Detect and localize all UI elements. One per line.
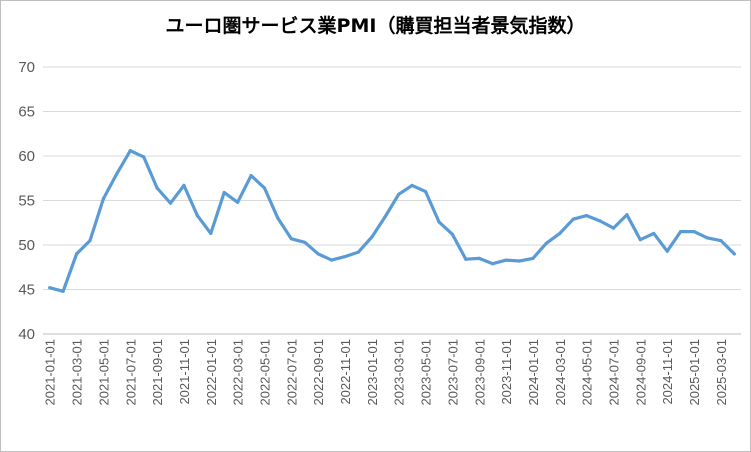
data-point xyxy=(343,254,347,259)
x-tick-label: 2021-01-01 xyxy=(43,339,58,406)
data-point xyxy=(719,238,723,243)
x-tick-label: 2024-05-01 xyxy=(580,339,595,406)
x-tick-label: 2022-09-01 xyxy=(311,339,326,406)
y-tick-label: 50 xyxy=(18,237,35,254)
data-point xyxy=(289,237,293,241)
data-point xyxy=(732,252,736,256)
data-point xyxy=(638,238,642,242)
data-point xyxy=(397,192,401,196)
x-tick-label: 2022-07-01 xyxy=(284,339,299,406)
data-point xyxy=(276,216,280,220)
y-tick-label: 70 xyxy=(18,59,35,76)
data-point xyxy=(74,252,79,256)
data-point xyxy=(356,250,361,254)
data-point xyxy=(437,220,441,224)
data-point xyxy=(544,241,548,245)
x-tick-label: 2024-09-01 xyxy=(633,339,648,406)
chart-title: ユーロ圏サービス業PMI（購買担当者景気指数） xyxy=(165,15,586,37)
data-point xyxy=(531,256,535,260)
data-point xyxy=(383,214,387,219)
data-point xyxy=(195,214,199,218)
data-point xyxy=(652,231,656,236)
x-tick-label: 2021-03-01 xyxy=(70,339,85,406)
data-point xyxy=(101,197,106,201)
x-tick-label: 2022-01-01 xyxy=(204,339,219,406)
data-point xyxy=(491,262,495,266)
data-point xyxy=(665,249,669,253)
data-point xyxy=(625,213,629,217)
x-tick-label: 2024-03-01 xyxy=(553,339,568,406)
data-point xyxy=(329,258,334,262)
x-tick-label: 2023-05-01 xyxy=(419,339,434,406)
data-point xyxy=(61,289,65,293)
data-point xyxy=(236,200,240,204)
y-axis-ticks: 40 45 50 55 60 65 70 xyxy=(18,59,35,343)
x-tick-label: 2023-09-01 xyxy=(472,339,487,406)
data-point xyxy=(598,219,602,223)
data-point xyxy=(370,235,374,239)
y-tick-label: 45 xyxy=(18,282,35,299)
data-point xyxy=(571,217,575,221)
x-tick-label: 2024-01-01 xyxy=(526,339,541,406)
data-point xyxy=(209,231,213,236)
x-tick-label: 2024-07-01 xyxy=(606,339,621,406)
x-tick-label: 2022-03-01 xyxy=(231,339,246,406)
x-tick-label: 2023-01-01 xyxy=(365,339,380,406)
data-point xyxy=(504,258,508,262)
x-tick-label: 2021-09-01 xyxy=(150,339,165,406)
data-point xyxy=(423,190,428,194)
data-point xyxy=(611,226,616,230)
data-point xyxy=(303,240,307,244)
data-point xyxy=(249,173,253,178)
data-point xyxy=(155,186,159,190)
data-point xyxy=(477,256,481,260)
data-point xyxy=(410,183,414,187)
data-point xyxy=(88,238,92,243)
data-point xyxy=(128,149,132,153)
data-point xyxy=(262,186,267,190)
x-tick-label: 2021-11-01 xyxy=(177,339,192,405)
data-point xyxy=(48,286,52,290)
data-point xyxy=(182,183,186,187)
x-axis-ticks: 2021-01-01 2021-03-01 2021-05-01 2021-07-01… xyxy=(43,339,729,406)
gridlines xyxy=(43,66,741,335)
x-tick-label: 2025-03-01 xyxy=(714,339,729,406)
data-point xyxy=(705,236,710,240)
data-point xyxy=(316,252,320,256)
data-points xyxy=(48,149,736,293)
series-line xyxy=(48,149,736,293)
x-tick-label: 2021-07-01 xyxy=(123,339,138,406)
x-tick-label: 2023-11-01 xyxy=(499,339,514,405)
data-point xyxy=(678,230,683,234)
x-tick-label: 2024-11-01 xyxy=(660,339,675,405)
y-tick-label: 40 xyxy=(18,326,35,343)
data-point xyxy=(222,190,226,195)
data-point xyxy=(115,172,119,176)
x-tick-label: 2022-05-01 xyxy=(257,339,272,406)
x-tick-label: 2021-05-01 xyxy=(96,339,111,406)
x-tick-label: 2023-03-01 xyxy=(392,339,407,406)
data-point xyxy=(168,201,173,205)
data-point xyxy=(142,155,146,159)
data-point xyxy=(450,232,455,236)
data-point xyxy=(558,231,562,236)
y-tick-label: 55 xyxy=(18,193,35,210)
x-tick-label: 2025-01-01 xyxy=(687,339,702,406)
data-point xyxy=(692,230,696,234)
data-point xyxy=(464,257,468,261)
x-tick-label: 2022-11-01 xyxy=(338,339,353,405)
y-tick-label: 60 xyxy=(18,148,35,165)
data-point xyxy=(585,214,589,218)
data-point xyxy=(517,259,522,263)
y-tick-label: 65 xyxy=(18,104,35,121)
x-tick-label: 2023-07-01 xyxy=(445,339,460,406)
